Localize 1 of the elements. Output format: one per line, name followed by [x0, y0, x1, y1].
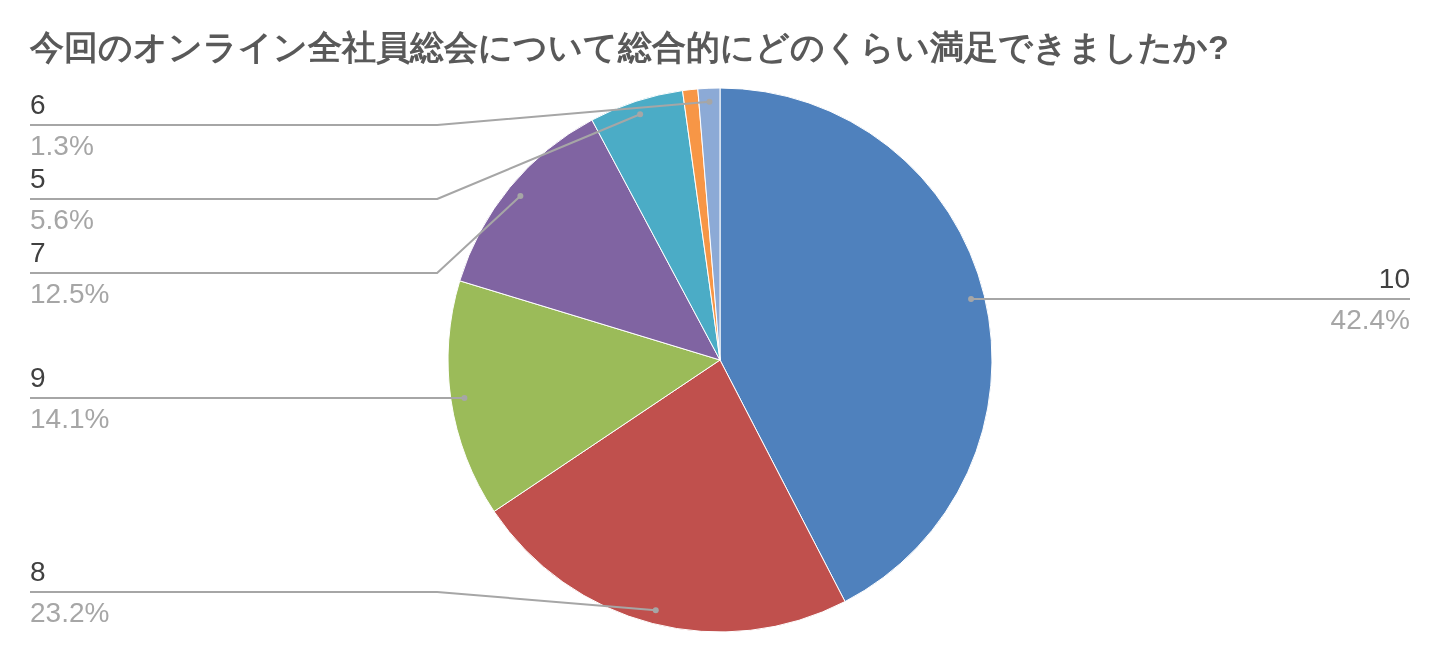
title: 今回のオンライン全社員総会について総合的にどのくらい満足できましたか? — [30, 28, 1229, 66]
